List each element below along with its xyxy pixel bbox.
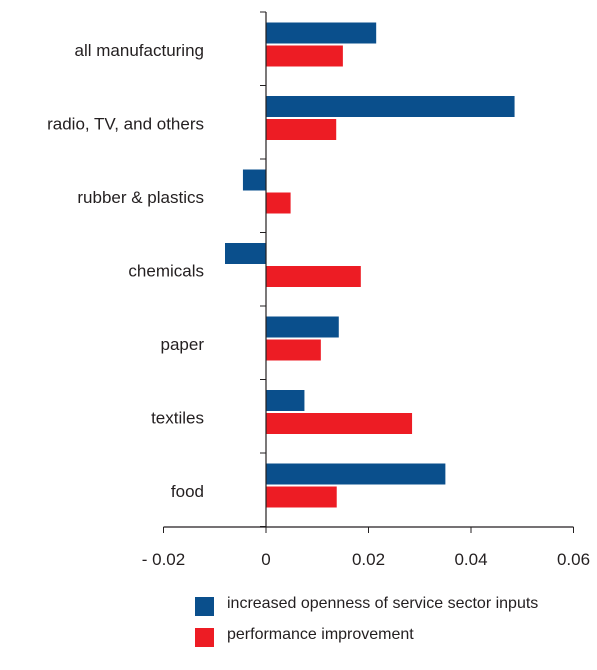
x-tick-label-1: 0 xyxy=(261,550,270,569)
category-label-1: radio, TV, and others xyxy=(47,115,204,134)
legend-label-openness: increased openness of service sector inp… xyxy=(227,595,539,612)
legend-swatch-performance xyxy=(195,628,214,647)
x-tick-label-3: 0.04 xyxy=(454,550,487,569)
category-label-3: chemicals xyxy=(128,262,204,281)
bar-performance-0 xyxy=(266,45,343,67)
category-label-2: rubber & plastics xyxy=(77,188,204,207)
bar-performance-5 xyxy=(266,413,413,434)
x-tick-label-4: 0.06 xyxy=(557,550,590,569)
x-tick-label-2: 0.02 xyxy=(352,550,385,569)
bar-performance-3 xyxy=(266,266,361,287)
category-label-4: paper xyxy=(161,335,205,354)
bar-openness-1 xyxy=(266,96,515,117)
x-tick-label-0: - 0.02 xyxy=(142,550,185,569)
bar-performance-2 xyxy=(266,192,291,214)
legend-label-performance: performance improvement xyxy=(227,626,414,643)
bar-performance-4 xyxy=(266,339,321,361)
chart-legend: increased openness of service sector inp… xyxy=(195,594,575,656)
bar-openness-2 xyxy=(242,169,266,191)
bar-openness-6 xyxy=(266,463,446,485)
category-label-0: all manufacturing xyxy=(75,41,204,60)
legend-item-performance: performance improvement xyxy=(195,625,575,647)
bar-performance-6 xyxy=(266,486,337,508)
bar-openness-3 xyxy=(225,243,266,264)
category-label-5: textiles xyxy=(151,409,204,428)
bar-chart: all manufacturing radio, TV, and others ru… xyxy=(47,11,590,569)
bar-openness-0 xyxy=(266,22,377,44)
category-label-6: food xyxy=(171,482,204,501)
legend-item-openness: increased openness of service sector inp… xyxy=(195,594,575,616)
legend-swatch-openness xyxy=(195,597,214,616)
bar-performance-1 xyxy=(266,119,337,140)
bar-openness-4 xyxy=(266,316,339,338)
bar-openness-5 xyxy=(266,390,305,411)
